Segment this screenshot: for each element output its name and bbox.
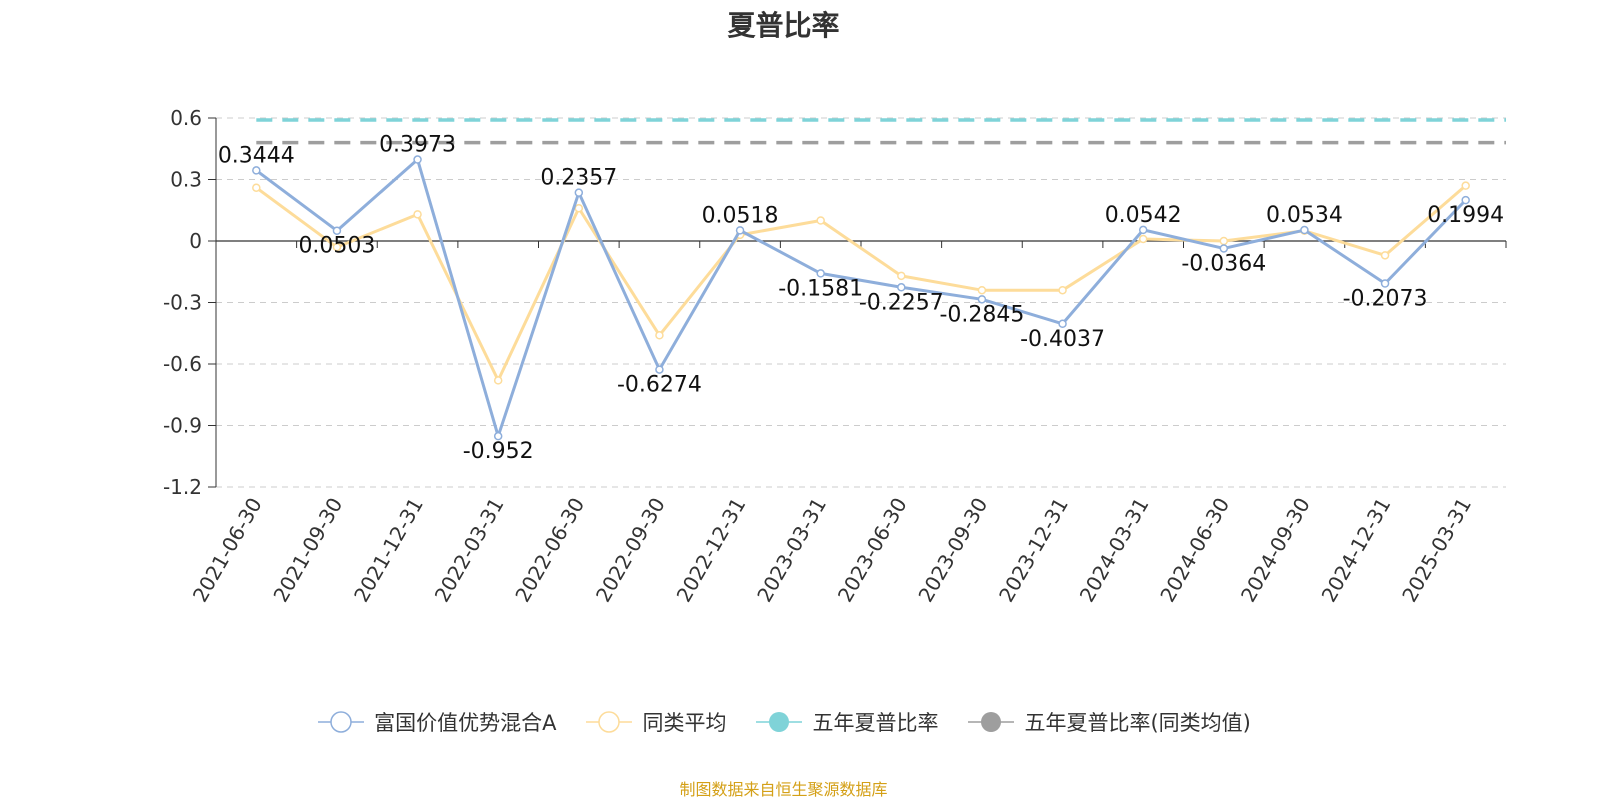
fund-point	[493, 431, 503, 441]
x-tick-label: 2023-06-30	[833, 494, 912, 607]
legend-peer-label: 同类平均	[642, 711, 727, 735]
peer-average-point	[1058, 285, 1067, 295]
legend-five-year-marker-icon	[756, 712, 803, 732]
legend-five-year-peer-label: 五年夏普比率(同类均值)	[1024, 711, 1251, 735]
x-tick-label: 2025-03-31	[1397, 494, 1476, 607]
y-tick-label: 0.6	[170, 106, 202, 130]
peer-average-point	[897, 271, 906, 281]
chart-title: 夏普比率	[727, 9, 840, 42]
x-tick-label: 2023-03-31	[752, 494, 831, 607]
fund-data-label: -0.0364	[1181, 251, 1266, 276]
x-tick-label: 2021-12-31	[349, 494, 428, 607]
legend-fund-marker-icon	[318, 711, 365, 733]
fund-data-label: 0.0518	[702, 203, 779, 228]
fund-data-label: 0.3973	[379, 133, 456, 158]
x-tick-label: 2021-06-30	[188, 494, 267, 607]
legend-item-fund[interactable]: 富国价值优势混合A	[316, 707, 556, 737]
x-tick-label: 2022-03-31	[430, 494, 509, 607]
fund-point	[897, 283, 906, 292]
fund-data-label: -0.1581	[778, 276, 863, 301]
x-tick-label: 2021-09-30	[268, 494, 347, 607]
source-note: 制图数据来自恒生聚源数据库	[679, 780, 888, 799]
peer-average-point	[1219, 236, 1229, 246]
x-tick-label: 2023-12-31	[994, 494, 1073, 607]
x-tick-label: 2023-09-30	[913, 494, 992, 607]
fund-point	[1300, 225, 1309, 235]
fund-data-label: -0.6274	[617, 373, 702, 398]
y-tick-label: 0.3	[170, 168, 202, 192]
legend-five-year-label: 五年夏普比率	[812, 711, 939, 735]
fund-data-label: -0.2073	[1343, 286, 1428, 311]
fund-data-label: -0.2845	[939, 302, 1024, 327]
peer-average-point	[1461, 181, 1470, 190]
x-tick-label: 2022-12-31	[671, 494, 750, 607]
fund-point	[735, 226, 745, 235]
fund-data-label: 0.3444	[218, 143, 295, 168]
fund-data-label: -0.4037	[1020, 327, 1105, 352]
fund-point	[574, 188, 584, 197]
legend-fund-label: 富国价值优势混合A	[374, 711, 557, 735]
peer-average-point	[332, 242, 342, 252]
fund-line	[255, 158, 1467, 438]
peer-average-point	[1380, 251, 1390, 260]
fund-point	[1058, 319, 1067, 329]
fund-data-label: 0.1994	[1427, 203, 1504, 228]
fund-point	[413, 155, 422, 164]
fund-data-label: 0.0503	[298, 234, 375, 259]
fund-data-label: 0.0534	[1266, 203, 1343, 228]
fund-data-label: -0.952	[463, 439, 534, 464]
fund-point	[655, 365, 664, 374]
fund-data-label: 0.2357	[540, 166, 617, 191]
legend: 富国价值优势混合A 同类平均 五年夏普比率 五年夏普比率(同类均值)	[0, 706, 1567, 738]
x-tick-label: 2022-06-30	[510, 494, 589, 607]
y-tick-label: -0.6	[163, 352, 202, 376]
peer-average-point	[252, 183, 261, 192]
legend-five-year-peer-marker-icon	[968, 712, 1015, 732]
y-tick-label: -0.3	[163, 291, 202, 315]
fund-point	[1461, 195, 1470, 205]
y-tick-label: -0.9	[163, 414, 202, 438]
peer-average-point	[574, 203, 584, 213]
peer-average-point	[655, 331, 664, 340]
fund-point	[977, 295, 987, 304]
peer-average-point	[816, 216, 825, 225]
fund-point	[252, 166, 261, 175]
fund-data-label: 0.0542	[1105, 203, 1182, 228]
fund-point	[816, 269, 825, 278]
fund-point	[332, 226, 342, 235]
legend-item-peer[interactable]: 同类平均	[584, 707, 726, 737]
legend-peer-marker-icon	[586, 711, 633, 733]
legend-item-five-year-peer[interactable]: 五年夏普比率(同类均值)	[966, 707, 1251, 737]
fund-point	[1219, 244, 1229, 253]
fund-point	[1138, 225, 1148, 235]
peer-average-point	[413, 210, 422, 219]
x-tick-label: 2024-06-30	[1155, 494, 1234, 607]
peer-average-point	[977, 285, 987, 295]
x-tick-label: 2024-12-31	[1316, 494, 1395, 607]
peer-average-point	[493, 376, 503, 385]
x-tick-label: 2024-09-30	[1236, 494, 1315, 607]
fund-point	[1380, 279, 1390, 288]
peer-average-point	[1138, 234, 1148, 244]
y-tick-label: -1.2	[163, 475, 202, 499]
legend-item-five-year[interactable]: 五年夏普比率	[754, 707, 938, 737]
x-tick-label: 2022-09-30	[591, 494, 670, 607]
fund-data-label: -0.2257	[859, 290, 944, 315]
x-tick-label: 2024-03-31	[1075, 494, 1154, 607]
y-tick-label: 0	[189, 229, 202, 253]
